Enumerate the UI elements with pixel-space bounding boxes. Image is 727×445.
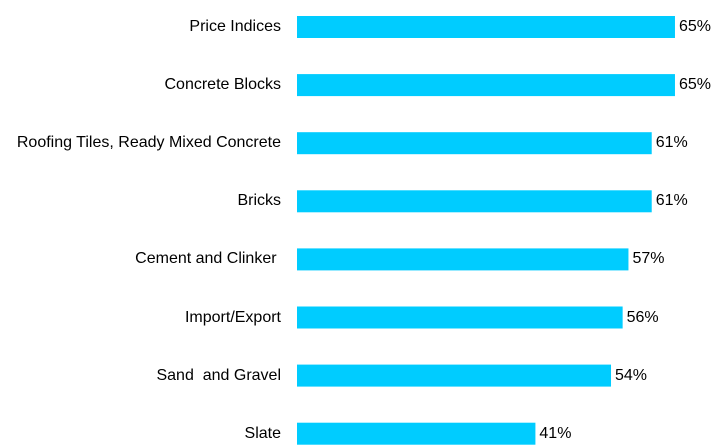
bar bbox=[297, 422, 536, 445]
category-label: Concrete Blocks bbox=[164, 76, 282, 94]
value-label: 61% bbox=[655, 192, 688, 210]
category-label: Cement and Clinker bbox=[135, 250, 281, 268]
bar bbox=[297, 16, 675, 38]
bar bbox=[297, 132, 652, 155]
value-label: 61% bbox=[655, 134, 688, 152]
value-label: 57% bbox=[632, 250, 665, 268]
bar bbox=[297, 248, 629, 271]
bar bbox=[297, 364, 612, 387]
bar bbox=[297, 306, 623, 329]
bar bbox=[297, 74, 675, 97]
category-label: Price Indices bbox=[189, 18, 281, 35]
category-label: Roofing Tiles, Ready Mixed Concrete bbox=[16, 134, 281, 152]
category-label: Bricks bbox=[237, 192, 281, 210]
value-label: 65% bbox=[678, 76, 711, 94]
value-label: 41% bbox=[539, 424, 572, 442]
category-label: Slate bbox=[244, 424, 281, 442]
value-label: 56% bbox=[626, 308, 659, 326]
value-label: 65% bbox=[678, 18, 711, 35]
category-label: Sand and Gravel bbox=[156, 366, 281, 384]
category-label: Import/Export bbox=[184, 308, 281, 326]
bar bbox=[297, 190, 652, 213]
value-label: 54% bbox=[615, 366, 648, 384]
